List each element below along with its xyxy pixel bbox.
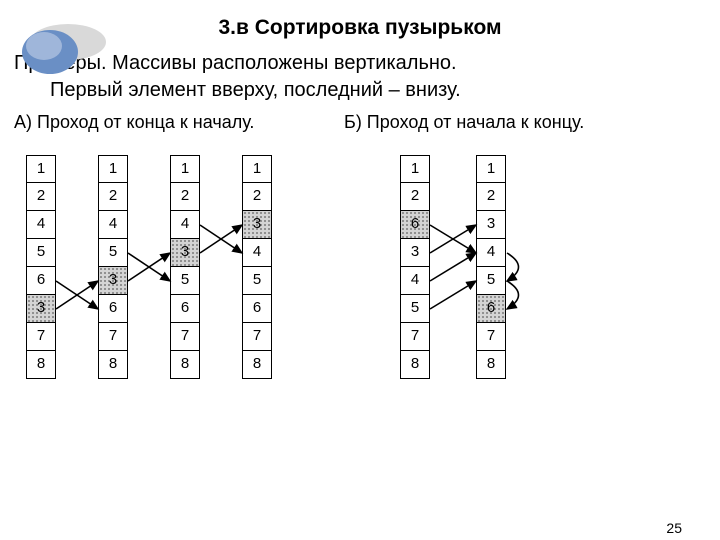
array-cell: 1 (242, 155, 272, 183)
array-cell: 6 (400, 211, 430, 239)
array-cell: 8 (26, 351, 56, 379)
array-cell: 8 (170, 351, 200, 379)
array-cell: 7 (26, 323, 56, 351)
array-cell: 1 (98, 155, 128, 183)
array-cell: 4 (26, 211, 56, 239)
array-cell: 8 (98, 351, 128, 379)
array-cell: 5 (26, 239, 56, 267)
caption-b: Б) Проход от начала к концу. (344, 112, 584, 133)
subtitle-line1: Примеры. Массивы расположены вертикально… (14, 50, 720, 77)
array-cell: 5 (476, 267, 506, 295)
group-b-col-1: 12345678 (476, 155, 506, 379)
subtitle-line2: Первый элемент вверху, последний – внизу… (50, 77, 720, 104)
array-cell: 2 (400, 183, 430, 211)
array-cell: 2 (476, 183, 506, 211)
group-a-col-2: 12435678 (170, 155, 200, 379)
array-cell: 2 (242, 183, 272, 211)
array-cell: 1 (170, 155, 200, 183)
group-a-col-0: 12456378 (26, 155, 56, 379)
group-b-col-0: 12634578 (400, 155, 430, 379)
array-cell: 4 (170, 211, 200, 239)
array-cell: 4 (400, 267, 430, 295)
array-cell: 8 (476, 351, 506, 379)
subtitle: Примеры. Массивы расположены вертикально… (14, 50, 720, 104)
array-cell: 5 (242, 267, 272, 295)
array-cell: 3 (98, 267, 128, 295)
array-cell: 3 (400, 239, 430, 267)
array-cell: 7 (476, 323, 506, 351)
page-number: 25 (666, 520, 682, 536)
array-cell: 8 (242, 351, 272, 379)
array-cell: 5 (400, 295, 430, 323)
array-cell: 7 (98, 323, 128, 351)
array-cell: 1 (26, 155, 56, 183)
array-cell: 3 (476, 211, 506, 239)
array-cell: 3 (170, 239, 200, 267)
diagrams-area: 1245637812453678124356781234567812634578… (0, 155, 720, 475)
array-cell: 5 (170, 267, 200, 295)
captions-row: А) Проход от конца к началу. Б) Проход о… (0, 112, 720, 133)
array-cell: 6 (26, 267, 56, 295)
array-cell: 4 (98, 211, 128, 239)
array-cell: 6 (476, 295, 506, 323)
group-a-col-1: 12453678 (98, 155, 128, 379)
array-cell: 6 (242, 295, 272, 323)
array-cell: 7 (400, 323, 430, 351)
array-cell: 2 (26, 183, 56, 211)
array-cell: 1 (400, 155, 430, 183)
array-cell: 6 (170, 295, 200, 323)
corner-decor (20, 22, 110, 74)
array-cell: 3 (242, 211, 272, 239)
array-cell: 3 (26, 295, 56, 323)
array-cell: 2 (170, 183, 200, 211)
array-cell: 1 (476, 155, 506, 183)
array-cell: 6 (98, 295, 128, 323)
caption-a: А) Проход от конца к началу. (14, 112, 344, 133)
array-cell: 8 (400, 351, 430, 379)
array-cell: 2 (98, 183, 128, 211)
array-cell: 5 (98, 239, 128, 267)
array-cell: 4 (476, 239, 506, 267)
array-cell: 4 (242, 239, 272, 267)
array-cell: 7 (242, 323, 272, 351)
array-cell: 7 (170, 323, 200, 351)
group-a-col-3: 12345678 (242, 155, 272, 379)
